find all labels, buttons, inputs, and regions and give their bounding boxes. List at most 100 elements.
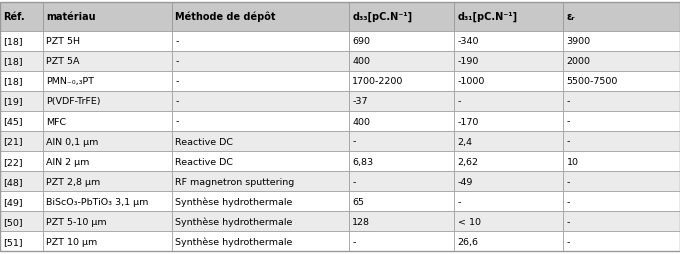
Bar xyxy=(563,171,680,192)
Text: -: - xyxy=(175,77,179,86)
Bar xyxy=(43,92,172,112)
Bar xyxy=(43,72,172,92)
Bar xyxy=(349,192,454,212)
Bar xyxy=(172,212,349,231)
Bar xyxy=(0,231,43,251)
Text: [18]: [18] xyxy=(3,37,23,46)
Text: -: - xyxy=(352,237,356,246)
Text: -: - xyxy=(175,37,179,46)
Bar xyxy=(172,192,349,212)
Bar xyxy=(563,132,680,152)
Text: -340: -340 xyxy=(458,37,479,46)
Text: BiScO₃-PbTiO₃ 3,1 μm: BiScO₃-PbTiO₃ 3,1 μm xyxy=(46,197,149,206)
Bar xyxy=(43,132,172,152)
Bar xyxy=(454,32,563,52)
Text: -170: -170 xyxy=(458,117,479,126)
Text: -37: -37 xyxy=(352,97,368,106)
Bar xyxy=(43,52,172,72)
Text: -: - xyxy=(175,117,179,126)
Text: -: - xyxy=(566,197,570,206)
Bar xyxy=(0,3,43,32)
Bar xyxy=(563,231,680,251)
Bar xyxy=(0,52,43,72)
Bar xyxy=(563,212,680,231)
Text: Synthèse hydrothermale: Synthèse hydrothermale xyxy=(175,197,293,206)
Text: -: - xyxy=(175,57,179,66)
Bar xyxy=(0,152,43,171)
Bar xyxy=(172,132,349,152)
Bar xyxy=(349,32,454,52)
Text: εᵣ: εᵣ xyxy=(566,12,575,22)
Bar xyxy=(0,171,43,192)
Text: 65: 65 xyxy=(352,197,364,206)
Text: 6,83: 6,83 xyxy=(352,157,373,166)
Text: 2,62: 2,62 xyxy=(458,157,479,166)
Text: 400: 400 xyxy=(352,57,370,66)
Text: -: - xyxy=(566,177,570,186)
Bar xyxy=(454,212,563,231)
Text: 26,6: 26,6 xyxy=(458,237,479,246)
Text: -: - xyxy=(458,97,461,106)
Bar xyxy=(172,32,349,52)
Bar xyxy=(172,152,349,171)
Bar xyxy=(349,152,454,171)
Bar xyxy=(172,52,349,72)
Bar xyxy=(43,212,172,231)
Bar xyxy=(172,3,349,32)
Bar xyxy=(454,192,563,212)
Text: 5500-7500: 5500-7500 xyxy=(566,77,618,86)
Text: [21]: [21] xyxy=(3,137,23,146)
Bar xyxy=(43,171,172,192)
Bar xyxy=(563,72,680,92)
Text: d₃₃[pC.N⁻¹]: d₃₃[pC.N⁻¹] xyxy=(352,12,412,22)
Text: [50]: [50] xyxy=(3,217,23,226)
Text: -: - xyxy=(566,97,570,106)
Bar xyxy=(454,171,563,192)
Text: PMN₋₀,₃PT: PMN₋₀,₃PT xyxy=(46,77,95,86)
Bar xyxy=(563,32,680,52)
Text: -: - xyxy=(458,197,461,206)
Bar xyxy=(563,192,680,212)
Text: PZT 5-10 μm: PZT 5-10 μm xyxy=(46,217,107,226)
Text: [18]: [18] xyxy=(3,57,23,66)
Bar xyxy=(563,152,680,171)
Text: 400: 400 xyxy=(352,117,370,126)
Text: Reactive DC: Reactive DC xyxy=(175,137,233,146)
Text: AlN 0,1 μm: AlN 0,1 μm xyxy=(46,137,99,146)
Text: -: - xyxy=(175,97,179,106)
Text: PZT 2,8 μm: PZT 2,8 μm xyxy=(46,177,101,186)
Text: -: - xyxy=(352,177,356,186)
Text: [18]: [18] xyxy=(3,77,23,86)
Text: [22]: [22] xyxy=(3,157,23,166)
Text: [48]: [48] xyxy=(3,177,23,186)
Bar xyxy=(0,112,43,132)
Text: matériau: matériau xyxy=(46,12,96,22)
Bar xyxy=(454,132,563,152)
Bar xyxy=(563,112,680,132)
Bar xyxy=(0,72,43,92)
Text: -49: -49 xyxy=(458,177,473,186)
Bar xyxy=(43,112,172,132)
Bar xyxy=(454,152,563,171)
Bar xyxy=(0,92,43,112)
Bar xyxy=(349,231,454,251)
Text: PZT 10 μm: PZT 10 μm xyxy=(46,237,97,246)
Bar xyxy=(454,52,563,72)
Bar xyxy=(349,171,454,192)
Text: [45]: [45] xyxy=(3,117,23,126)
Text: -: - xyxy=(352,137,356,146)
Text: 2000: 2000 xyxy=(566,57,590,66)
Bar xyxy=(349,112,454,132)
Text: -: - xyxy=(566,237,570,246)
Bar xyxy=(454,231,563,251)
Bar xyxy=(172,72,349,92)
Bar xyxy=(349,212,454,231)
Text: 10: 10 xyxy=(566,157,579,166)
Text: d₃₁[pC.N⁻¹]: d₃₁[pC.N⁻¹] xyxy=(458,12,517,22)
Bar xyxy=(0,132,43,152)
Text: < 10: < 10 xyxy=(458,217,481,226)
Text: [19]: [19] xyxy=(3,97,23,106)
Text: 3900: 3900 xyxy=(566,37,590,46)
Bar xyxy=(454,112,563,132)
Bar xyxy=(172,112,349,132)
